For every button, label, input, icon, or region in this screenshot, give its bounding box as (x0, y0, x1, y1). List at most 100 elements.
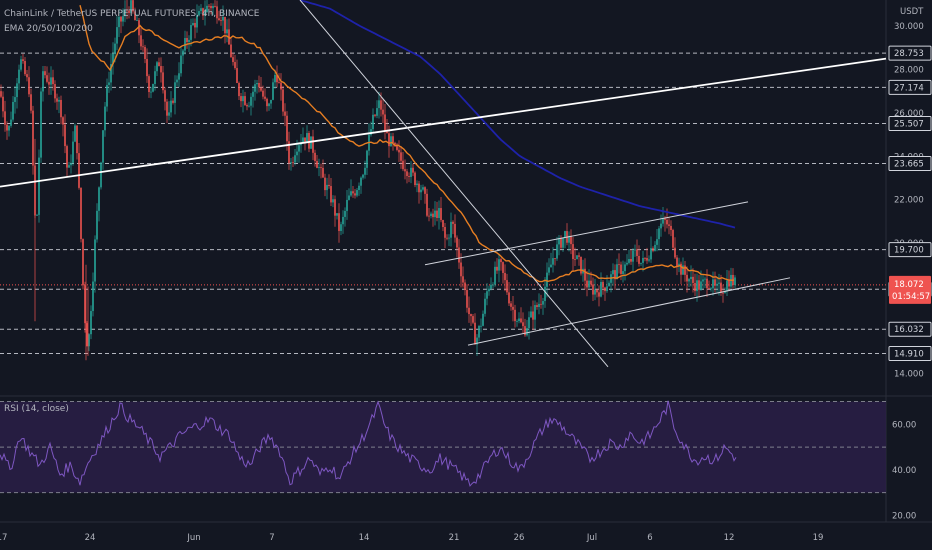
candle-body (48, 81, 50, 85)
candle-body (458, 247, 460, 263)
candle-body (374, 114, 376, 116)
candle-body (608, 282, 610, 287)
candle-body (364, 167, 366, 175)
candle-body (494, 266, 496, 285)
candle-body (674, 247, 676, 258)
candle-body (156, 62, 158, 72)
symbol-title[interactable]: ChainLink / TetherUS PERPETUAL FUTURES, … (4, 9, 260, 19)
candle-body (290, 162, 292, 164)
y-tick-label: 26.000 (894, 109, 924, 119)
candle-body (208, 5, 210, 7)
candle-body (308, 133, 310, 149)
candle-body (652, 248, 654, 251)
candle-body (242, 96, 244, 102)
price-pane[interactable] (0, 0, 736, 361)
y-tick-label: 22.000 (894, 196, 924, 206)
candle-body (550, 264, 552, 268)
ema-short-line (79, 5, 735, 283)
candle-body (422, 187, 424, 190)
candle-body (256, 83, 258, 85)
level-label-box (888, 45, 932, 61)
candle-body (178, 73, 180, 80)
candle-body (606, 286, 608, 292)
candle-body (336, 213, 338, 216)
candle-body (520, 318, 522, 323)
candle-body (496, 266, 498, 271)
level-label: 28.753 (894, 49, 924, 59)
candle-body (220, 20, 222, 21)
candle-body (468, 307, 470, 315)
candle-body (386, 130, 388, 134)
candle-body (174, 82, 176, 103)
candle-body (436, 210, 438, 218)
candle-body (302, 137, 304, 143)
candle-body (672, 230, 674, 248)
candle-body (28, 77, 30, 95)
candle-body (20, 59, 22, 70)
candle-body (150, 91, 152, 93)
candle-body (84, 285, 86, 324)
candle-body (322, 167, 324, 178)
candle-body (114, 43, 116, 54)
candle-body (252, 91, 254, 97)
candle-body (152, 83, 154, 92)
candle-body (226, 29, 228, 34)
candle-body (432, 213, 434, 218)
candle-body (470, 314, 472, 317)
candle-body (702, 279, 704, 282)
candle-body (224, 16, 226, 34)
candle-body (704, 278, 706, 280)
candle-body (166, 101, 168, 116)
candle-body (62, 117, 64, 125)
candle-body (400, 152, 402, 161)
rsi-title[interactable]: RSI (14, close) (4, 404, 69, 414)
candle-body (556, 244, 558, 259)
rsi-pane[interactable] (0, 400, 886, 494)
candle-body (22, 59, 24, 61)
candle-body (412, 167, 414, 173)
candle-body (398, 149, 400, 153)
candle-body (542, 301, 544, 305)
candle-body (376, 108, 378, 116)
rsi-line (0, 400, 737, 487)
last-price-box (889, 275, 931, 304)
candle-body (244, 96, 246, 105)
candle-body (466, 290, 468, 308)
x-tick-label: 6 (647, 533, 652, 543)
candle-body (442, 220, 444, 228)
candle-body (408, 176, 410, 177)
candle-body (232, 57, 234, 63)
candle-body (212, 5, 214, 9)
candle-body (486, 291, 488, 299)
candle-body (600, 281, 602, 297)
candle-body (478, 325, 480, 338)
candle-body (700, 281, 702, 290)
candle-body (182, 50, 184, 56)
candle-body (128, 10, 130, 13)
candle-body (120, 16, 122, 22)
candle-body (276, 74, 278, 83)
candle-body (76, 125, 78, 154)
candle-body (96, 210, 98, 240)
candle-body (370, 129, 372, 135)
level-label: 27.174 (894, 83, 924, 93)
candle-body (284, 111, 286, 116)
candle-body (648, 259, 650, 261)
candle-body (726, 280, 728, 291)
candle-body (140, 35, 142, 47)
candle-body (526, 328, 528, 336)
candle-body (656, 239, 658, 245)
candle-body (428, 215, 430, 217)
candle-body (296, 151, 298, 156)
level-label: 23.665 (894, 160, 924, 170)
level-label: 16.032 (894, 325, 924, 335)
candle-body (664, 218, 666, 220)
candle-body (380, 100, 382, 110)
indicator-legend[interactable]: EMA 20/50/100/200 (4, 24, 93, 34)
candle-body (534, 305, 536, 320)
candle-body (734, 277, 736, 286)
candle-body (306, 133, 308, 142)
candle-body (214, 5, 216, 7)
candle-body (594, 289, 596, 295)
